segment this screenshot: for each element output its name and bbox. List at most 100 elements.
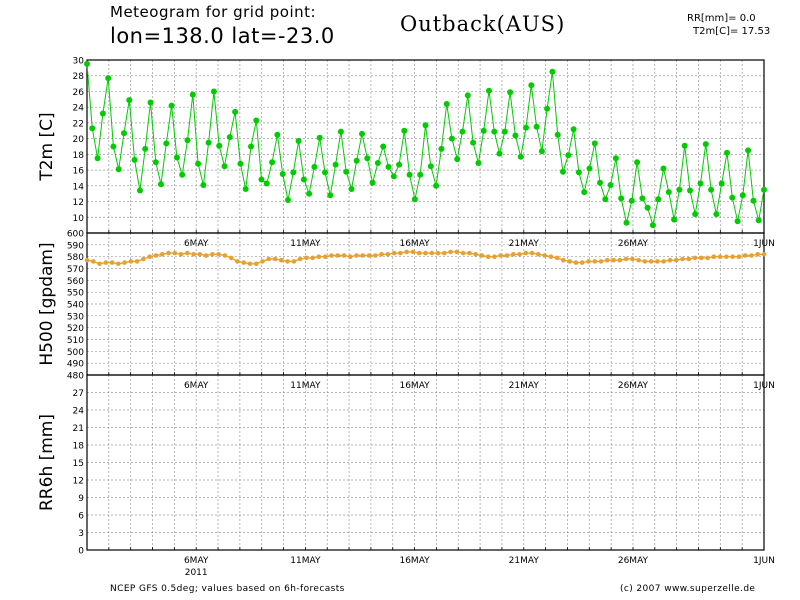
data-point	[185, 250, 190, 256]
stat-rr: RR[mm]= 0.0	[687, 13, 756, 24]
data-point	[221, 163, 228, 170]
data-point	[310, 255, 316, 261]
data-point	[141, 256, 146, 262]
data-point	[475, 160, 482, 166]
data-point	[168, 102, 175, 109]
data-point	[354, 253, 359, 258]
data-point	[390, 173, 397, 180]
data-point	[697, 180, 704, 187]
data-point	[173, 154, 180, 161]
data-point	[152, 159, 159, 166]
y-tick-label: 480	[67, 372, 84, 382]
data-point	[617, 257, 623, 263]
data-point	[517, 153, 524, 160]
data-point	[634, 159, 641, 166]
data-point	[222, 253, 228, 258]
data-point	[422, 122, 429, 129]
data-point	[523, 250, 529, 256]
data-point	[454, 249, 460, 255]
data-point	[189, 91, 196, 98]
data-point	[84, 60, 90, 67]
data-point	[241, 260, 246, 265]
data-point	[147, 99, 154, 106]
data-point	[366, 253, 372, 258]
panel-frame	[86, 374, 765, 551]
data-point	[304, 255, 309, 261]
x-tick-label: 6MAY	[184, 381, 209, 391]
data-point	[561, 257, 566, 263]
data-point	[560, 168, 566, 175]
data-point	[348, 254, 353, 259]
data-point	[448, 249, 453, 255]
data-point	[739, 192, 746, 199]
data-point	[699, 255, 704, 261]
y-tick-label: 10	[73, 214, 85, 224]
data-point	[548, 254, 554, 259]
data-point	[433, 182, 440, 189]
data-point	[398, 250, 403, 256]
data-point	[523, 124, 529, 131]
x-tick-label: 21MAY	[509, 239, 540, 249]
data-point	[442, 250, 447, 256]
y-tick-label: 570	[67, 265, 84, 275]
data-point	[94, 155, 101, 162]
data-point	[713, 211, 720, 218]
data-point	[91, 259, 96, 264]
data-point	[205, 139, 212, 146]
x-tick-label: 6MAY	[184, 556, 209, 566]
y-tick-label: 580	[67, 253, 84, 263]
data-point	[618, 195, 625, 202]
data-point	[295, 138, 302, 144]
data-point	[602, 196, 609, 203]
data-point	[121, 130, 127, 137]
data-point	[391, 250, 397, 256]
y-tick-label: 600	[67, 230, 84, 240]
data-point	[216, 252, 221, 257]
data-point	[260, 259, 265, 264]
data-point	[89, 125, 96, 132]
data-point	[116, 261, 121, 267]
data-point	[253, 117, 260, 124]
y-tick-label: 3	[78, 529, 84, 539]
data-point	[470, 139, 477, 146]
data-point	[364, 155, 371, 162]
data-point	[655, 196, 662, 203]
data-point	[184, 137, 191, 144]
data-point	[598, 259, 604, 264]
data-point	[486, 87, 492, 94]
data-point	[237, 160, 244, 167]
data-point	[692, 255, 698, 261]
data-point	[649, 222, 656, 229]
data-point	[705, 255, 710, 261]
y-tick-label: 14	[73, 182, 85, 192]
data-point	[692, 211, 699, 218]
y-tick-label: 22	[73, 119, 84, 129]
rr6h-panel: 0 3 6 9 12 15 18 21 24 27 6MAY 11MAY 16MAY 21MAY 26MAY…	[37, 374, 775, 578]
data-point	[279, 257, 284, 263]
data-point	[401, 127, 408, 134]
data-point	[226, 134, 233, 141]
data-point	[554, 255, 560, 261]
data-point	[163, 140, 170, 147]
data-point	[327, 192, 334, 199]
data-point	[200, 182, 207, 188]
y-tick-label: 30	[73, 57, 85, 67]
y-tick-label: 500	[67, 348, 84, 358]
data-point	[467, 250, 472, 256]
data-point	[517, 252, 522, 257]
footer-copyright: (c) 2007 www.superzelle.de	[620, 584, 756, 594]
data-point	[717, 254, 723, 259]
data-point	[122, 260, 127, 265]
data-point	[126, 97, 133, 104]
panel-frame	[86, 59, 765, 234]
data-point	[253, 261, 259, 267]
series-line	[86, 63, 765, 226]
data-point	[153, 253, 159, 258]
data-point	[612, 155, 619, 162]
y-tick-label: 550	[67, 289, 84, 299]
data-point	[110, 143, 117, 150]
data-point	[329, 253, 334, 258]
data-point	[501, 128, 508, 135]
data-point	[274, 131, 281, 138]
data-point	[729, 194, 736, 201]
